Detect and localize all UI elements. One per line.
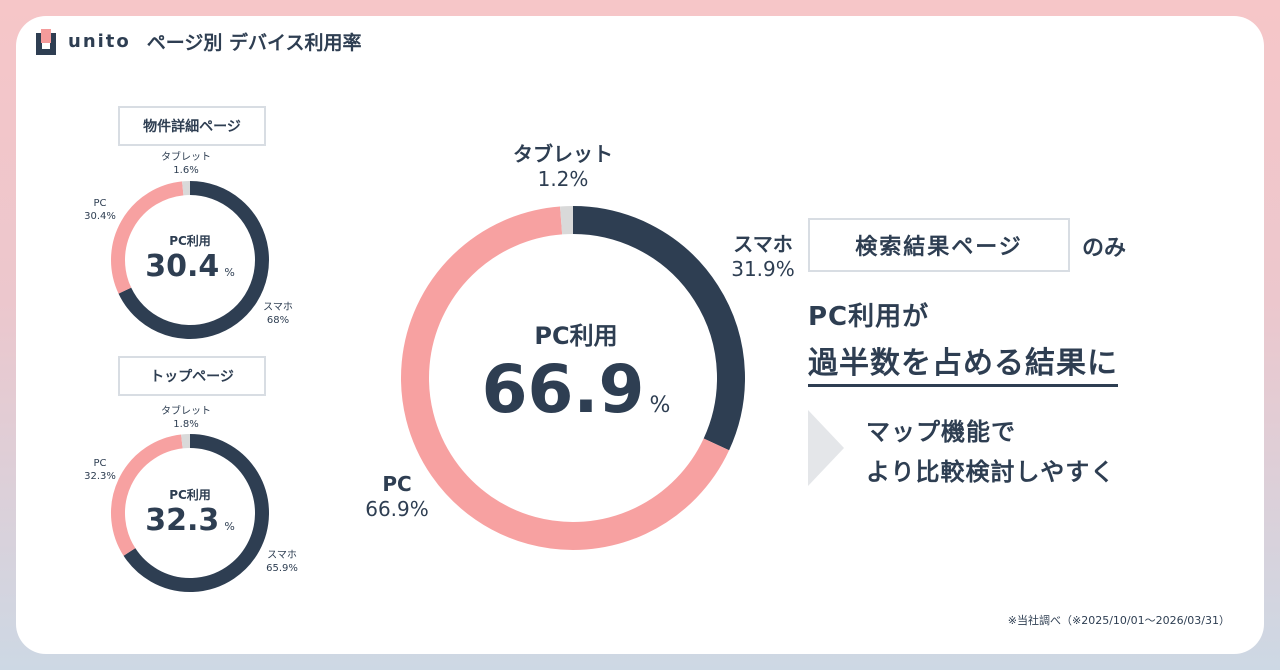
headline-line2: 過半数を占める結果に xyxy=(808,338,1118,387)
donut-slice-pc xyxy=(111,181,184,294)
donut-slice-smartphone xyxy=(572,206,745,451)
chart-title-detail: 物件詳細ページ xyxy=(118,106,266,146)
search-pc-label: PC 66.9% xyxy=(358,472,436,522)
slice-label: タブレット xyxy=(513,142,613,166)
center-unit: % xyxy=(224,520,235,533)
donut-slice-smartphone xyxy=(123,434,269,592)
point-line2: より比較検討しやすく xyxy=(866,458,1116,486)
slice-label: スマホ xyxy=(267,550,297,561)
slice-label: タブレット xyxy=(161,406,211,417)
top-center: PC利用 32.3 % xyxy=(130,486,250,538)
only-text: のみ xyxy=(1082,236,1127,261)
search-tablet-label: タブレット 1.2% xyxy=(500,142,626,192)
slice-value: 65.9% xyxy=(266,562,298,574)
top-smartphone-label: スマホ 65.9% xyxy=(260,550,304,575)
slice-label: スマホ xyxy=(263,302,293,313)
page-title: ページ別 デバイス利用率 xyxy=(146,32,362,54)
detail-pc-label: PC 30.4% xyxy=(78,198,122,223)
center-value: 32.3 xyxy=(145,503,220,538)
donut-slice-pc xyxy=(111,434,183,556)
donut-top xyxy=(111,434,269,592)
center-value: 66.9 xyxy=(481,351,645,428)
center-unit: % xyxy=(224,266,235,279)
top-pc-label: PC 32.3% xyxy=(78,458,122,483)
slice-value: 68% xyxy=(266,314,290,326)
center-title: PC利用 xyxy=(534,322,618,350)
donut-slice-pc xyxy=(401,206,730,550)
center-title: PC利用 xyxy=(169,488,211,502)
footnote: ※当社調べ（※2025/10/01～2026/03/31） xyxy=(1007,614,1230,627)
slice-label: PC xyxy=(93,198,107,209)
chart-title-top: トップページ xyxy=(118,356,266,396)
detail-smartphone-label: スマホ 68% xyxy=(258,302,298,327)
center-value: 30.4 xyxy=(145,249,220,284)
slice-label: タブレット xyxy=(161,152,211,163)
point-text: マップ機能で より比較検討しやすく xyxy=(866,412,1115,492)
donut-detail xyxy=(111,181,269,339)
donut-search xyxy=(401,206,745,550)
slice-value: 32.3% xyxy=(84,470,116,482)
chevron-right-icon xyxy=(808,410,844,486)
slice-value: 31.9% xyxy=(731,257,795,281)
search-center: PC利用 66.9 % xyxy=(456,316,696,428)
slice-value: 66.9% xyxy=(365,497,429,521)
search-smartphone-label: スマホ 31.9% xyxy=(722,232,804,282)
slice-value: 1.6% xyxy=(173,164,199,176)
slice-value: 1.2% xyxy=(537,167,589,191)
header: unito ページ別 デバイス利用率 xyxy=(36,28,361,55)
center-title: PC利用 xyxy=(169,234,211,248)
detail-center: PC利用 30.4 % xyxy=(130,232,250,284)
donut-slice-smartphone xyxy=(118,181,269,339)
slice-label: PC xyxy=(93,458,107,469)
center-unit: % xyxy=(649,393,671,418)
detail-tablet-label: タブレット 1.6% xyxy=(158,152,214,177)
slice-label: スマホ xyxy=(733,232,793,256)
brand-name: unito xyxy=(68,31,131,52)
slice-label: PC xyxy=(382,472,412,496)
top-tablet-label: タブレット 1.8% xyxy=(158,406,214,431)
slice-value: 1.8% xyxy=(173,418,199,430)
point-line1: マップ機能で xyxy=(866,418,1016,446)
headline-line1: PC利用が xyxy=(808,302,930,332)
search-page-box: 検索結果ページ xyxy=(808,218,1070,272)
unito-logo xyxy=(36,28,56,55)
slice-value: 30.4% xyxy=(84,210,116,222)
